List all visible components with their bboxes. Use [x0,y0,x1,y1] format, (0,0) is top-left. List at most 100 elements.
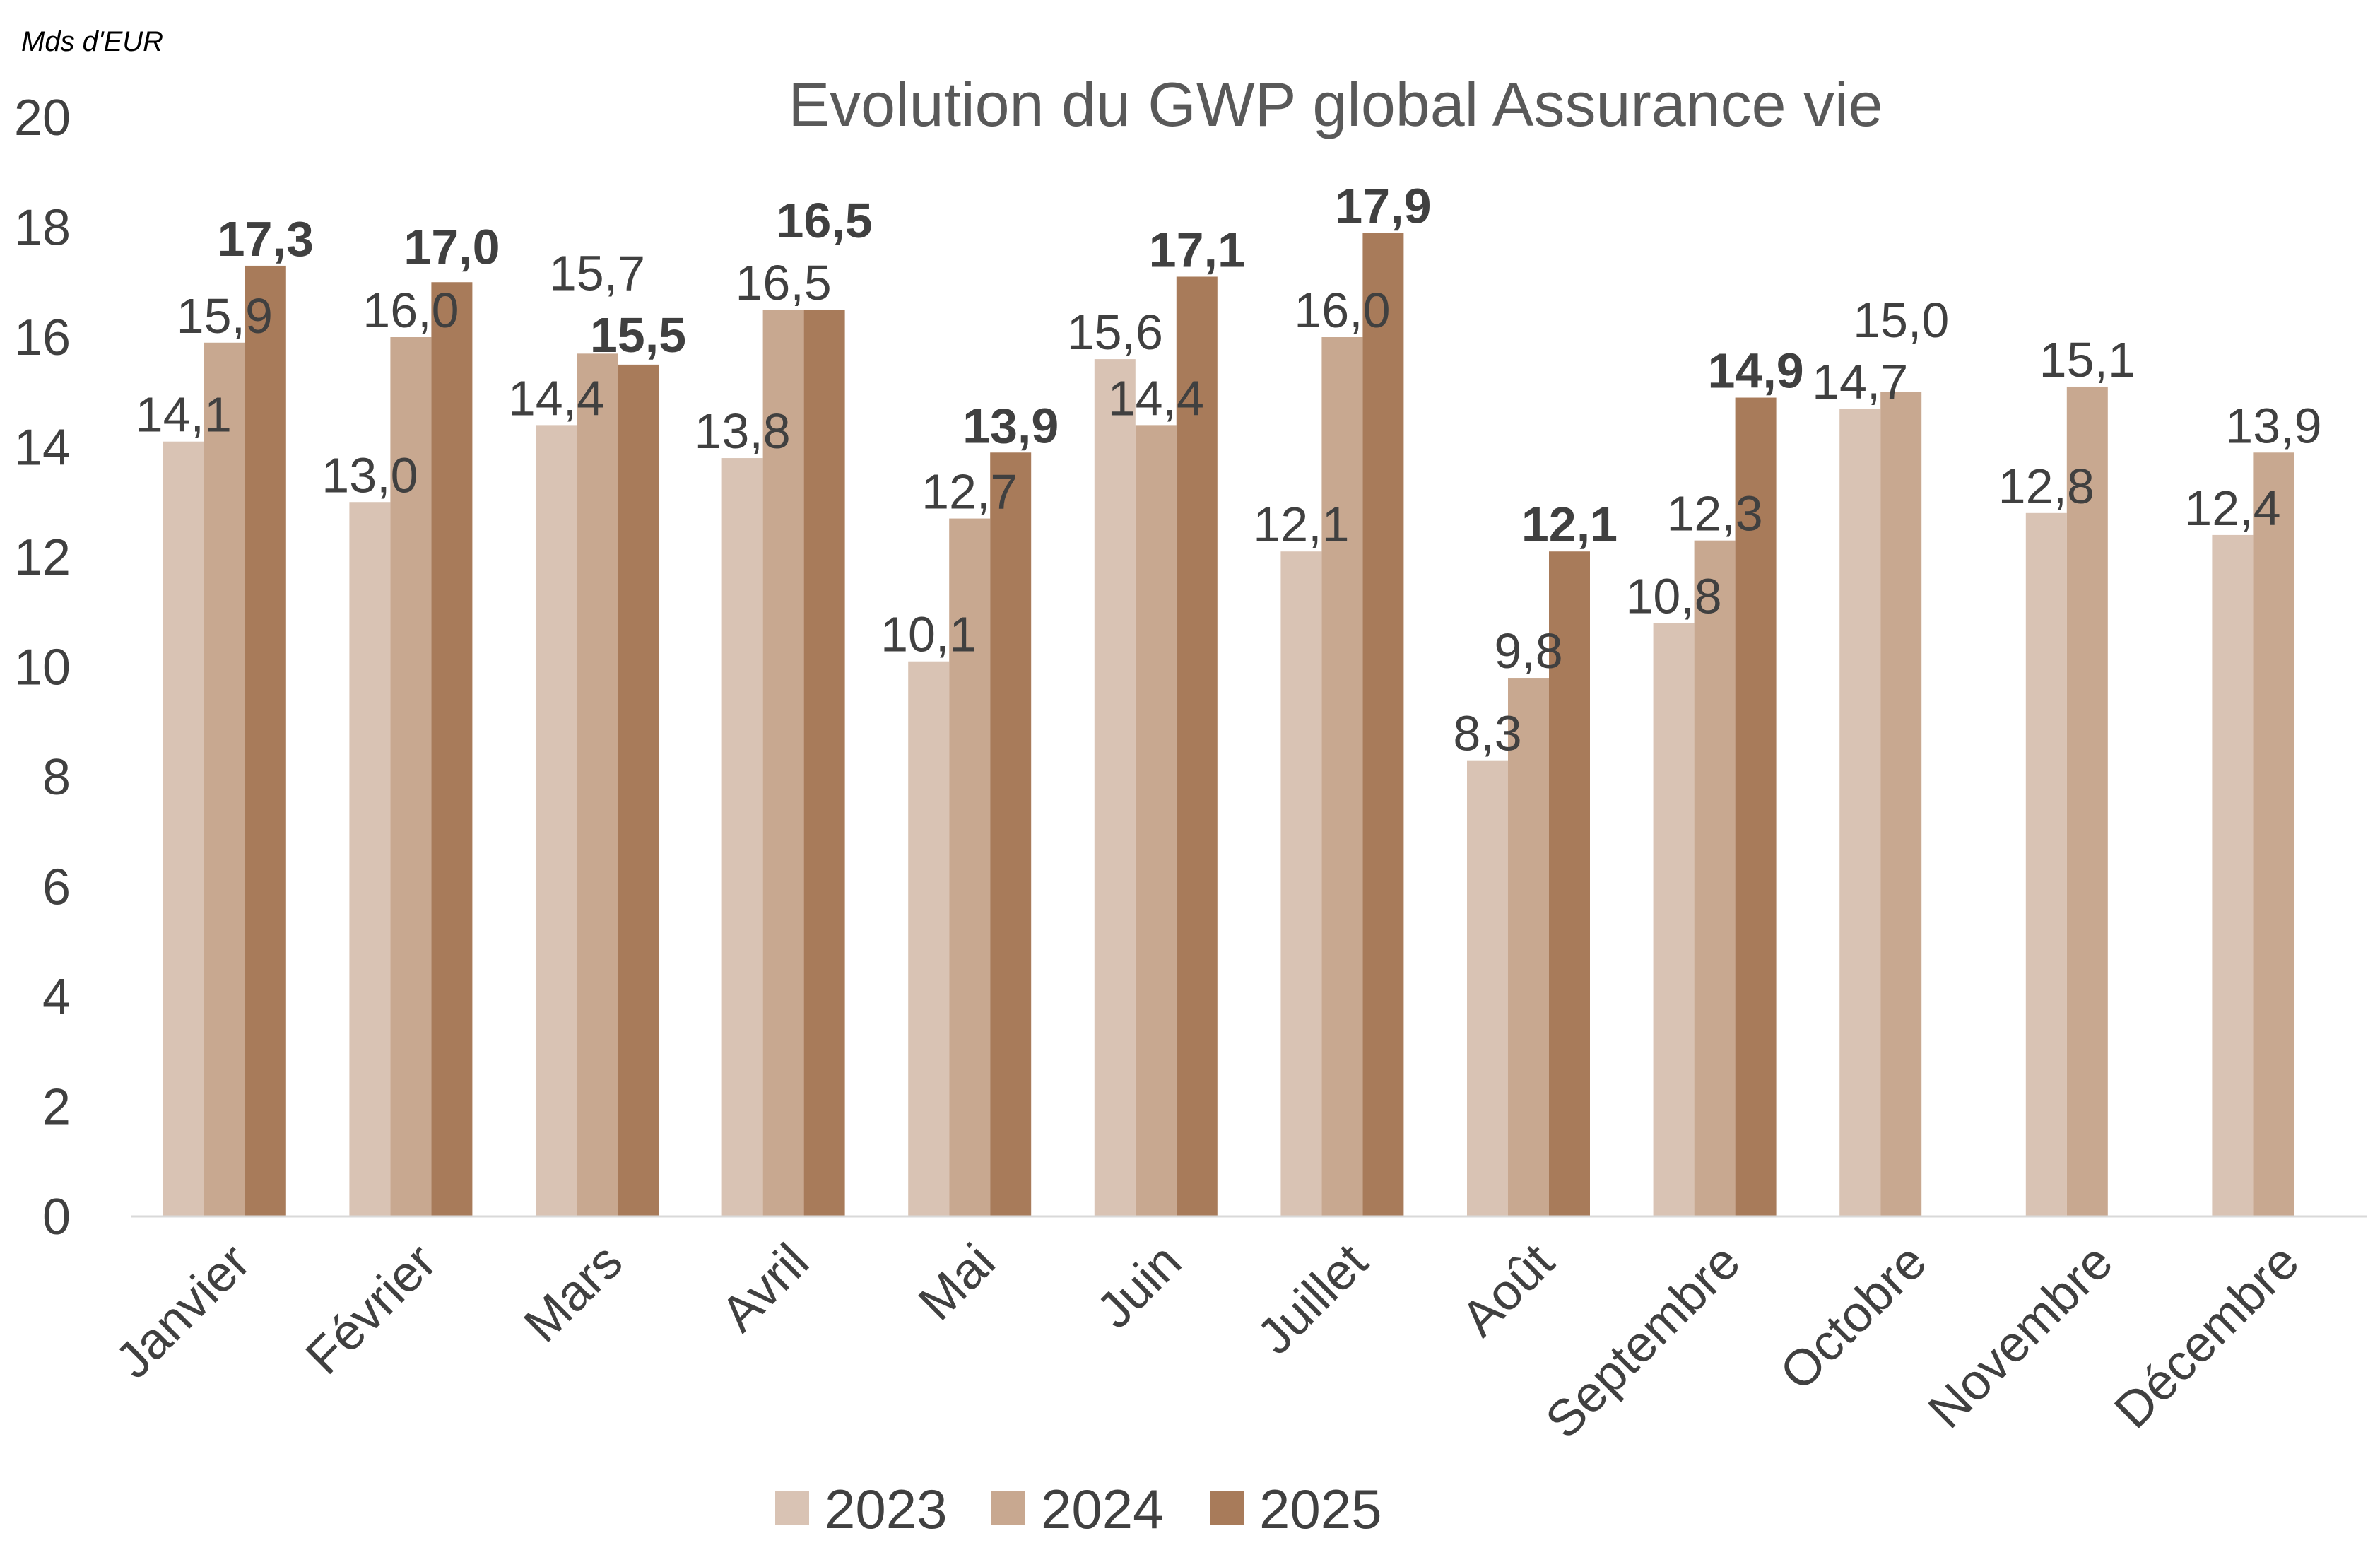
y-tick-label: 10 [14,640,71,696]
data-label: 17,9 [1335,178,1431,233]
bar-2025 [1176,276,1218,1217]
bar-2025 [431,282,473,1216]
x-tick-label: Juin [1086,1233,1192,1339]
bar-2024 [2253,452,2294,1216]
x-tick-label: Mai [908,1233,1006,1332]
data-label: 12,1 [1253,497,1349,552]
legend-item-2025: 2025 [1210,1478,1382,1540]
bar-2024 [1880,392,1922,1216]
data-labels: 14,1 15,9 17,3 13,0 16,0 17,0 14,4 15,7 15,513,8… [136,178,2322,761]
legend-swatch [775,1491,809,1525]
x-tick-label: Juillet [1247,1233,1379,1366]
data-label: 14,4 [508,370,604,426]
bar-2024 [1508,678,1549,1216]
bar-2024 [762,310,804,1216]
data-label: 17,3 [218,211,314,266]
legend-swatch [1210,1491,1244,1525]
data-label: 15,5 [590,307,686,363]
y-tick-label: 12 [14,529,71,586]
bar-2024 [390,337,432,1216]
y-axis: 0 2 4 6 8 10 12 14 16 18 20 [14,90,71,1245]
y-tick-label: 18 [14,200,71,257]
x-tick-label: Septembre [1535,1233,1751,1450]
bar-2023 [1467,760,1508,1216]
bar-2023 [2212,534,2254,1216]
bar-2023 [1094,359,1136,1217]
bar-2023 [349,502,391,1216]
x-axis: Janvier Février Mars Avril Mai Juin Juillet Aoû… [105,1215,2367,1450]
legend-label: 2025 [1259,1478,1382,1540]
y-tick-label: 4 [42,969,71,1026]
bar-2025 [990,452,1032,1216]
data-label: 15,1 [2039,332,2135,387]
bar-2025 [803,310,845,1216]
legend-label: 2024 [1041,1478,1164,1540]
data-label: 15,7 [549,245,645,300]
bar-2024 [1694,540,1736,1216]
x-tick-label: Mars [514,1233,634,1354]
bar-2023 [1653,623,1695,1216]
y-tick-label: 6 [42,859,71,916]
bars [163,233,2294,1217]
data-label: 16,5 [776,193,872,248]
legend: 2023 2024 2025 [775,1478,1382,1540]
y-tick-label: 8 [42,749,71,806]
x-tick-label: Février [295,1233,447,1385]
bar-2025 [1549,551,1590,1216]
bar-2024 [1135,425,1177,1216]
bar-2025 [1362,233,1404,1216]
data-label: 17,1 [1149,222,1245,277]
bar-2025 [1735,397,1777,1216]
bar-2023 [908,661,950,1216]
data-label: 15,0 [1853,293,1949,348]
bar-2023 [163,441,204,1216]
unit-label: Mds d'EUR [21,26,163,57]
y-tick-label: 20 [14,90,71,146]
y-tick-label: 0 [42,1189,71,1245]
data-label: 14,9 [1707,344,1803,399]
bar-2024 [204,342,245,1216]
x-tick-label: Octobre [1769,1233,1938,1402]
data-label: 10,1 [880,607,977,662]
x-tick-label: Décembre [2104,1233,2309,1439]
bar-2024 [1321,337,1363,1216]
data-label: 9,8 [1494,623,1562,679]
bar-2023 [721,458,763,1216]
data-label: 12,4 [2184,481,2280,536]
x-tick-label: Avril [710,1233,820,1343]
data-label: 13,0 [322,447,418,503]
bar-2025 [618,364,659,1216]
data-label: 12,8 [1998,459,2095,514]
data-label: 17,0 [403,219,500,274]
data-label: 12,7 [921,464,1018,520]
x-tick-label: Novembre [1918,1233,2123,1439]
bar-2024 [949,518,991,1216]
data-label: 14,1 [136,387,232,442]
data-label: 10,8 [1625,568,1721,623]
data-label: 14,4 [1108,370,1204,426]
data-label: 16,0 [363,283,459,338]
data-label: 8,3 [1453,706,1521,761]
data-label: 13,9 [962,398,1059,453]
bar-2023 [1839,409,1881,1217]
y-tick-label: 16 [14,310,71,366]
x-tick-label: Août [1451,1233,1565,1347]
y-tick-label: 2 [42,1079,71,1136]
data-label: 16,0 [1294,283,1390,338]
bar-2024 [2066,386,2108,1216]
legend-item-2023: 2023 [775,1478,948,1540]
data-label: 12,3 [1666,486,1762,541]
data-label: 13,9 [2225,398,2321,453]
data-label: 14,7 [1812,354,1908,409]
chart-title: Evolution du GWP global Assurance vie [788,69,1883,139]
data-label: 15,9 [177,288,273,344]
y-tick-label: 14 [14,420,71,476]
data-label: 12,1 [1521,497,1618,552]
bar-2023 [536,425,577,1216]
bar-2025 [245,265,286,1216]
legend-swatch [991,1491,1025,1525]
bar-2024 [577,353,618,1217]
bar-2023 [2025,512,2067,1216]
legend-item-2024: 2024 [991,1478,1164,1540]
